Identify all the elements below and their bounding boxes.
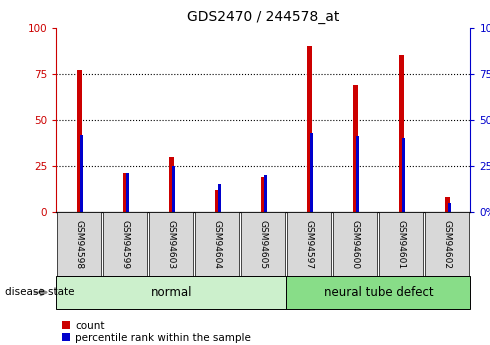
Text: GSM94604: GSM94604 [213,219,222,269]
Bar [261,177,266,212]
Bar [287,212,331,276]
Bar [356,137,359,212]
Bar [215,190,220,212]
Text: GSM94598: GSM94598 [75,219,84,269]
Bar [57,212,101,276]
Text: normal: normal [150,286,192,299]
Text: GSM94605: GSM94605 [259,219,268,269]
Bar [353,85,358,212]
Bar [425,212,469,276]
Text: GSM94602: GSM94602 [443,219,452,269]
Bar [402,138,405,212]
Bar [310,133,313,212]
Text: neural tube defect: neural tube defect [323,286,433,299]
Bar [80,135,83,212]
Bar [149,212,194,276]
Bar [307,46,312,212]
Title: GDS2470 / 244578_at: GDS2470 / 244578_at [187,10,340,24]
Bar [448,203,451,212]
Bar [218,185,221,212]
Text: GSM94599: GSM94599 [121,219,130,269]
Bar [379,212,423,276]
Legend: count, percentile rank within the sample: count, percentile rank within the sample [62,321,251,343]
Bar [172,166,175,212]
Text: GSM94603: GSM94603 [167,219,176,269]
Text: GSM94600: GSM94600 [351,219,360,269]
Bar [103,212,147,276]
Bar [264,175,267,212]
Bar [241,212,286,276]
Bar [286,276,470,309]
Bar [399,55,404,212]
Text: disease state: disease state [5,287,74,297]
Bar [56,276,286,309]
Text: GSM94597: GSM94597 [305,219,314,269]
Bar [76,70,82,212]
Bar [125,174,129,212]
Bar [333,212,377,276]
Bar [169,157,174,212]
Bar [122,174,128,212]
Bar [196,212,240,276]
Bar [444,197,450,212]
Text: GSM94601: GSM94601 [397,219,406,269]
